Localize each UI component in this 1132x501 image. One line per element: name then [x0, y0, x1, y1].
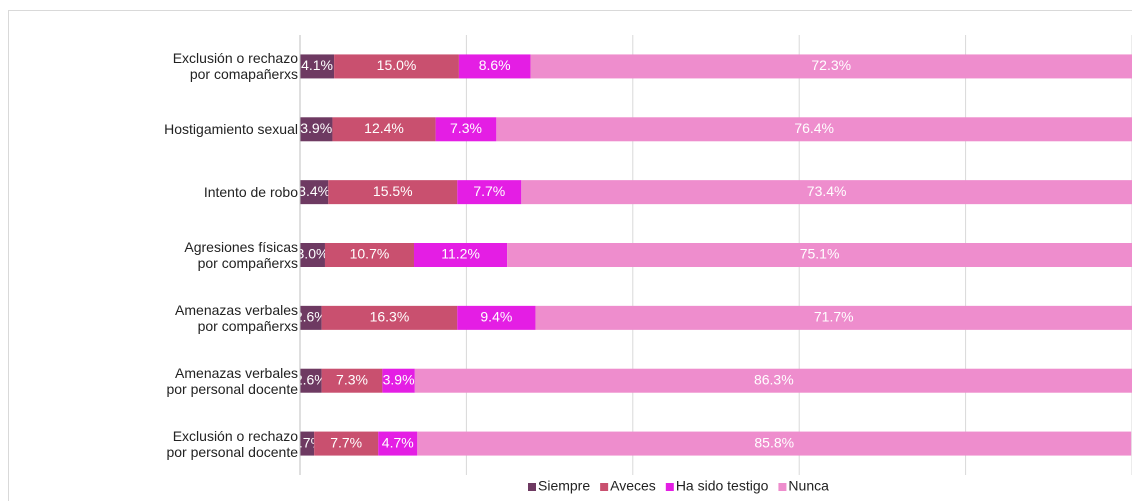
- value-label: 7.7%: [473, 183, 505, 199]
- category-label: Hostigamiento sexual: [164, 121, 298, 138]
- value-label: 12.4%: [364, 120, 404, 136]
- category-label: Exclusión o rechazo por comapañerxs: [172, 50, 298, 83]
- value-label: 76.4%: [794, 120, 834, 136]
- legend-swatch: [778, 483, 787, 491]
- bar-segment: [457, 305, 536, 330]
- value-label: 11.2%: [441, 246, 480, 262]
- value-label: 9.4%: [480, 309, 512, 325]
- bar-segment: [328, 180, 458, 205]
- value-label: 2.6%: [295, 371, 327, 387]
- value-label: 3.9%: [383, 371, 415, 387]
- bar-segment: [535, 305, 1132, 330]
- category-label: Agresiones físicas por compañerxs: [184, 239, 298, 271]
- value-label: 2.6%: [295, 309, 327, 325]
- value-label: 16.3%: [370, 309, 410, 325]
- legend-label: Ha sido testigo: [676, 478, 769, 494]
- value-label: 3.9%: [300, 120, 332, 136]
- category-label: Amenazas verbales por personal docente: [166, 364, 298, 397]
- value-label: 72.3%: [811, 57, 851, 73]
- value-label: 3.0%: [297, 246, 329, 262]
- legend-label: Aveces: [610, 478, 656, 494]
- bar-segment: [378, 431, 418, 456]
- legend-swatch: [600, 483, 609, 491]
- bar-segment: [324, 243, 414, 267]
- category-label: Intento de robo: [203, 184, 298, 201]
- bar-segment: [300, 180, 329, 205]
- bar-segment: [314, 431, 379, 456]
- legend-label: Siempre: [538, 478, 590, 494]
- bar-segment: [496, 117, 1132, 142]
- category-label: Amenazas verbales por compañerxs: [175, 301, 298, 334]
- bar-segment: [334, 54, 459, 79]
- value-label: 71.7%: [814, 309, 854, 325]
- category-label: Exclusión o rechazo por personal docente: [166, 427, 298, 460]
- value-label: 85.8%: [754, 434, 794, 450]
- bar-segment: [321, 368, 383, 393]
- bar-segment: [300, 305, 322, 330]
- bar-segment: [458, 54, 531, 79]
- bar-segment: [300, 243, 325, 267]
- value-label: 3.4%: [298, 183, 330, 199]
- value-label: 15.0%: [377, 57, 417, 73]
- legend-swatch: [665, 483, 674, 491]
- value-label: 73.4%: [807, 183, 847, 199]
- bar-segment: [530, 54, 1132, 79]
- value-label: 7.3%: [336, 371, 368, 387]
- legend-swatch: [528, 483, 536, 491]
- bar-segment: [300, 431, 315, 456]
- bar-segment: [300, 117, 333, 142]
- value-label: 86.3%: [754, 371, 794, 387]
- bar-segment: [332, 117, 436, 142]
- bar-segment: [417, 431, 1132, 456]
- value-label: 7.7%: [330, 434, 362, 450]
- bar-segment: [413, 243, 508, 267]
- value-label: 8.6%: [479, 57, 511, 73]
- bar-segment: [457, 180, 522, 205]
- value-label: 4.1%: [301, 57, 333, 73]
- value-label: 75.1%: [800, 246, 840, 262]
- chart-border: [8, 10, 1132, 501]
- value-label: 10.7%: [350, 246, 390, 262]
- bar-segment: [321, 305, 458, 330]
- bar-segment: [507, 243, 1132, 267]
- legend-label: Nunca: [788, 478, 829, 494]
- bar-segment: [435, 117, 497, 142]
- bar-segment: [300, 54, 335, 79]
- bar-segment: [300, 368, 322, 393]
- bar-segment: [382, 368, 415, 393]
- bar-segment: [521, 180, 1132, 205]
- bar-segment: [414, 368, 1132, 393]
- value-label: 4.7%: [382, 434, 414, 450]
- value-label: 15.5%: [373, 183, 413, 199]
- value-label: 7.3%: [450, 120, 482, 136]
